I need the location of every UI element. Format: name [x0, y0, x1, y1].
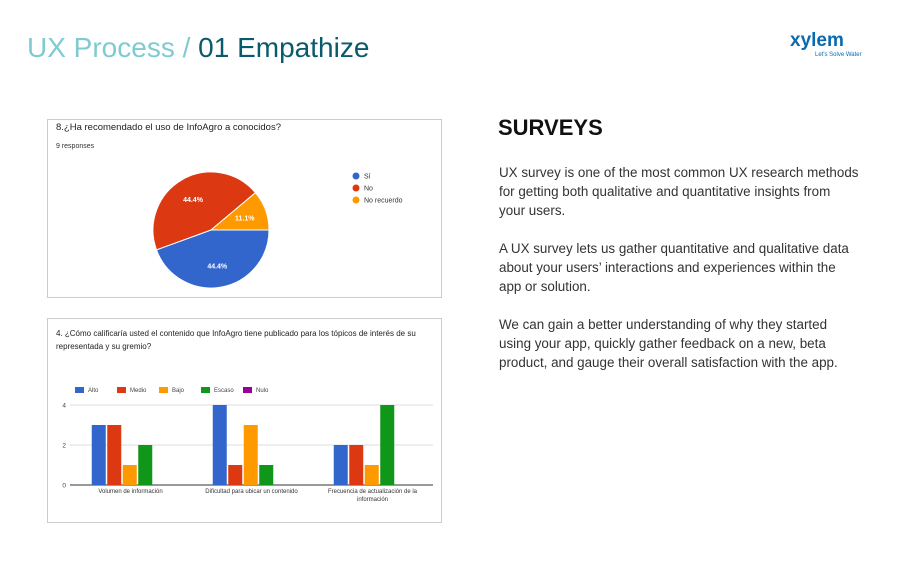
data-label: 44.4% — [183, 197, 204, 204]
bar — [380, 405, 395, 485]
legend-swatch — [117, 387, 126, 393]
legend-label: No recuerdo — [364, 198, 403, 205]
pie-slice — [155, 229, 270, 289]
section-text: UX survey is one of the most common UX r… — [499, 163, 859, 391]
legend-label: Sí — [364, 174, 371, 181]
data-label: 11.1% — [235, 216, 255, 223]
x-tick-label: Dificultad para ubicar un contenido — [205, 489, 298, 495]
pie-slice — [152, 171, 257, 251]
tagline: Let's Solve Water — [815, 52, 862, 58]
logo: xylem — [790, 30, 844, 51]
x-tick-label-box: Dificultad para ubicar un contenido — [205, 489, 298, 495]
y-tick-label: 2 — [62, 443, 66, 450]
chart-title-box: 4. ¿Cómo calificaría usted el contenido … — [56, 329, 416, 351]
section-heading: SURVEYS — [498, 115, 603, 140]
paragraph: UX survey is one of the most common UX r… — [499, 165, 859, 218]
chart-subtitle: 9 responses — [56, 143, 95, 150]
bar — [228, 465, 243, 485]
bar — [259, 465, 274, 485]
bar — [212, 405, 227, 485]
x-tick-label: Frecuencia de actualización de la inform… — [327, 489, 418, 503]
pie-card: 8.¿Ha recomendado el uso de InfoAgro a c… — [47, 119, 442, 298]
legend-swatch — [159, 387, 168, 393]
y-tick-label: 0 — [62, 483, 66, 490]
legend-swatch — [243, 387, 252, 393]
bar — [91, 425, 106, 485]
x-tick-label-box: Volumen de información — [98, 489, 163, 495]
y-tick-label: 4 — [62, 403, 66, 410]
title-main: 01 Empathize — [198, 32, 370, 63]
title-prefix: UX Process / — [27, 32, 191, 63]
bar — [349, 445, 364, 485]
bar-card: 4. ¿Cómo calificaría usted el contenido … — [47, 318, 442, 523]
bar — [333, 445, 348, 485]
slide-title: UX Process / 01 Empathize — [27, 32, 369, 64]
x-tick-label: Volumen de información — [98, 489, 163, 495]
legend-swatch — [201, 387, 210, 393]
legend-label: Medio — [130, 388, 147, 394]
legend-label: Bajo — [172, 388, 185, 394]
legend-label: No — [364, 186, 373, 193]
bar — [243, 425, 258, 485]
legend-swatch — [352, 184, 360, 192]
bar-chart: 4. ¿Cómo calificaría usted el contenido … — [56, 329, 433, 503]
paragraph: We can gain a better understanding of wh… — [499, 317, 838, 370]
bar — [122, 465, 137, 485]
legend-label: Nulo — [256, 388, 269, 394]
pie-slice — [209, 192, 270, 231]
chart-title: 8.¿Ha recomendado el uso de InfoAgro a c… — [56, 122, 281, 133]
legend-label: Escaso — [214, 388, 234, 394]
data-label: 44.4% — [207, 263, 228, 270]
x-tick-label-box: Frecuencia de actualización de la inform… — [327, 489, 418, 503]
legend-swatch — [352, 172, 360, 180]
chart-title: 4. ¿Cómo calificaría usted el contenido … — [56, 329, 416, 351]
pie-chart: 8.¿Ha recomendado el uso de InfoAgro a c… — [56, 122, 403, 289]
paragraph: A UX survey lets us gather quantitative … — [499, 241, 849, 294]
bar — [138, 445, 153, 485]
legend-swatch — [352, 196, 360, 204]
bar — [107, 425, 122, 485]
legend-swatch — [75, 387, 84, 393]
bar — [364, 465, 379, 485]
legend-label: Alto — [88, 388, 99, 394]
